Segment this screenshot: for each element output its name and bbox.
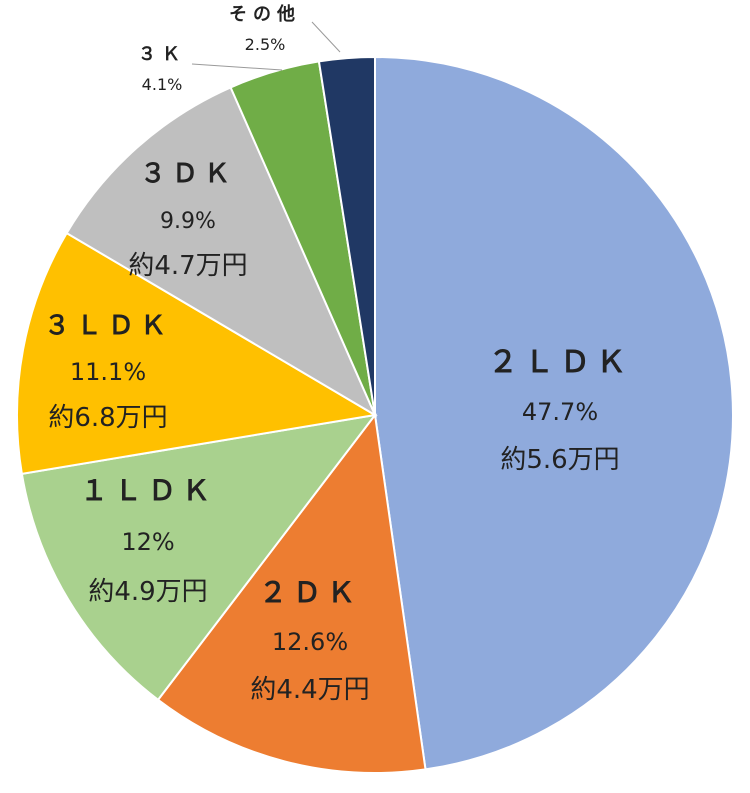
pie-slice-3dk — [65, 86, 378, 418]
slice-label-percent-3ldk: 11.1% — [70, 358, 146, 386]
slice-label-price-1ldk: 約4.9万円 — [88, 577, 207, 607]
slice-label-price-3ldk: 約6.8万円 — [48, 403, 167, 433]
leader-line-3k — [191, 63, 283, 71]
pie-slice-2dk — [156, 412, 427, 774]
slice-label-percent-3dk: 9.9% — [160, 209, 216, 234]
slice-label-percent-1ldk: 12% — [121, 528, 174, 556]
pie-slice-other — [317, 55, 376, 416]
slice-label-name-3k: ３Ｋ — [138, 44, 186, 65]
leader-line-other — [311, 21, 341, 53]
slice-label-price-3dk: 約4.7万円 — [128, 251, 247, 281]
slice-label-percent-2dk: 12.6% — [272, 628, 348, 656]
slice-label-name-3ldk: ３ＬＤＫ — [44, 311, 172, 341]
slice-label-percent-3k: 4.1% — [142, 75, 183, 94]
pie-slice-2ldk — [374, 55, 734, 771]
slice-label-name-3dk: ３ＤＫ — [140, 159, 236, 189]
slice-label-name-2ldk: ２ＬＤＫ — [488, 345, 632, 380]
slice-label-percent-other: 2.5% — [245, 35, 286, 54]
slice-label-name-2dk: ２ＤＫ — [259, 576, 361, 609]
pie-slice-3ldk — [16, 231, 378, 475]
slice-label-percent-2ldk: 47.7% — [522, 398, 598, 426]
pie-slice-1ldk — [20, 413, 378, 702]
slice-label-name-1ldk: １ＬＤＫ — [80, 474, 216, 507]
slice-label-price-2dk: 約4.4万円 — [250, 675, 369, 705]
slice-label-price-2ldk: 約5.6万円 — [500, 445, 619, 475]
slice-label-name-other: その他 — [229, 3, 301, 25]
